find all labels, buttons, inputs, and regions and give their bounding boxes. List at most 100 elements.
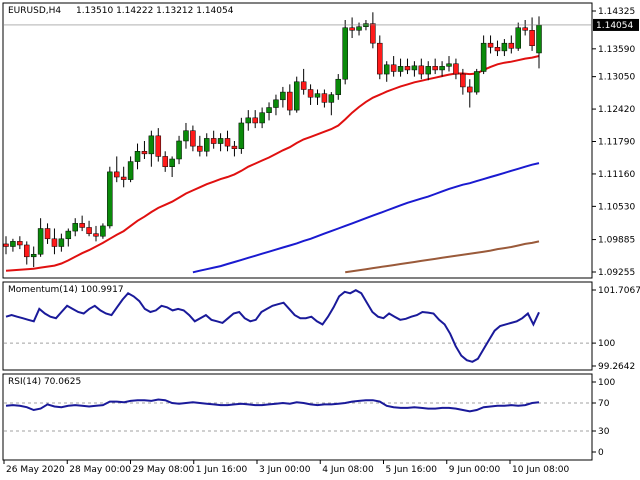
time-tick-label: 3 Jun 00:00 bbox=[259, 465, 311, 475]
price-tick-label: 1.09885 bbox=[598, 236, 635, 246]
candle-body bbox=[536, 24, 542, 54]
ma-fast-line bbox=[5, 55, 540, 272]
candle-body bbox=[467, 86, 473, 93]
candle bbox=[467, 79, 473, 108]
candle bbox=[100, 223, 106, 239]
candle bbox=[51, 228, 58, 255]
candle bbox=[529, 17, 535, 51]
candle bbox=[65, 228, 72, 247]
candle-body bbox=[529, 30, 535, 46]
candle bbox=[515, 22, 521, 51]
candle-body bbox=[349, 27, 355, 31]
candle bbox=[93, 225, 99, 242]
candle-body bbox=[508, 42, 515, 49]
candle-body bbox=[266, 107, 272, 113]
candle-body bbox=[328, 94, 335, 103]
candle-body bbox=[231, 145, 238, 149]
candle-body bbox=[169, 158, 175, 167]
candle bbox=[453, 58, 459, 80]
candle bbox=[155, 128, 162, 162]
candle bbox=[252, 110, 258, 129]
candle bbox=[203, 133, 210, 157]
candle-body bbox=[217, 138, 224, 144]
candle-body bbox=[58, 238, 65, 247]
momentum-pane[interactable] bbox=[2, 281, 593, 371]
candle bbox=[245, 110, 252, 131]
candle bbox=[522, 20, 528, 36]
price-pane[interactable] bbox=[2, 2, 593, 279]
momentum-pane-border bbox=[2, 281, 593, 371]
candle bbox=[335, 74, 342, 100]
candle-body bbox=[100, 225, 106, 237]
candle-body bbox=[377, 42, 383, 75]
candle bbox=[377, 35, 383, 80]
candle-body bbox=[280, 91, 286, 101]
candle bbox=[349, 17, 355, 39]
time-tick-label: 10 Jun 08:00 bbox=[512, 465, 569, 475]
candle bbox=[411, 61, 418, 77]
candle-body bbox=[522, 27, 528, 31]
candle bbox=[141, 140, 148, 160]
candle bbox=[480, 35, 487, 75]
candle-body bbox=[494, 47, 501, 52]
candle bbox=[197, 135, 203, 157]
candle-body bbox=[314, 93, 321, 98]
candle bbox=[120, 166, 127, 188]
candle bbox=[508, 35, 515, 54]
price-tick-label: 1.10530 bbox=[598, 202, 635, 212]
candle-body bbox=[24, 244, 30, 258]
candle bbox=[473, 68, 480, 95]
candle-body bbox=[245, 117, 252, 124]
rsi-pane[interactable] bbox=[2, 373, 593, 461]
candle-body bbox=[141, 151, 148, 155]
rsi-title: RSI(14) 70.0625 bbox=[8, 377, 81, 387]
candle bbox=[328, 92, 335, 116]
candle-body bbox=[307, 89, 314, 98]
candle bbox=[446, 56, 452, 72]
candle bbox=[86, 220, 92, 237]
candle-body bbox=[273, 99, 279, 108]
candle-body bbox=[114, 171, 120, 178]
candle-body bbox=[17, 241, 23, 246]
momentum-axis: 101.7067 100 99.2642 bbox=[592, 286, 640, 372]
candle-body bbox=[93, 233, 99, 237]
candle bbox=[44, 223, 51, 244]
candle bbox=[293, 76, 300, 113]
candle-body bbox=[79, 223, 85, 228]
ma-slow-line bbox=[345, 240, 540, 274]
candle-body bbox=[162, 156, 168, 167]
candle-body bbox=[197, 145, 203, 152]
candle-body bbox=[439, 66, 445, 71]
chart-ohlc-readout: 1.13510 1.14222 1.13212 1.14054 bbox=[76, 6, 234, 16]
candle-body bbox=[210, 138, 217, 144]
candle-body bbox=[300, 81, 307, 90]
candle bbox=[231, 140, 238, 157]
candle bbox=[169, 156, 175, 178]
candle-body bbox=[30, 253, 37, 258]
candle bbox=[439, 61, 445, 77]
price-tick-label: 1.14325 bbox=[598, 7, 635, 17]
candle bbox=[127, 156, 134, 183]
candle-body bbox=[127, 161, 134, 180]
candle bbox=[425, 61, 431, 81]
rsi-tick-label: 70 bbox=[598, 399, 610, 409]
candle bbox=[10, 238, 16, 252]
candle-body bbox=[446, 63, 452, 67]
candle bbox=[300, 68, 307, 95]
candle bbox=[390, 56, 397, 77]
candle-body bbox=[86, 227, 92, 234]
rsi-tick-label: 30 bbox=[598, 427, 610, 437]
time-tick-label: 4 Jun 08:00 bbox=[322, 465, 374, 475]
candle-body bbox=[252, 117, 258, 124]
price-axis: 1.14325 1.13590 1.13050 1.12420 1.11790 1.111… bbox=[4, 7, 639, 278]
candle-body bbox=[3, 243, 9, 247]
candle-body bbox=[411, 65, 418, 71]
candle-body bbox=[10, 241, 16, 247]
candle-body bbox=[176, 140, 182, 160]
candle-body bbox=[72, 223, 78, 232]
candle-body bbox=[287, 91, 293, 111]
candle-body bbox=[480, 42, 487, 72]
candle-body bbox=[473, 71, 480, 93]
candle bbox=[176, 135, 182, 165]
